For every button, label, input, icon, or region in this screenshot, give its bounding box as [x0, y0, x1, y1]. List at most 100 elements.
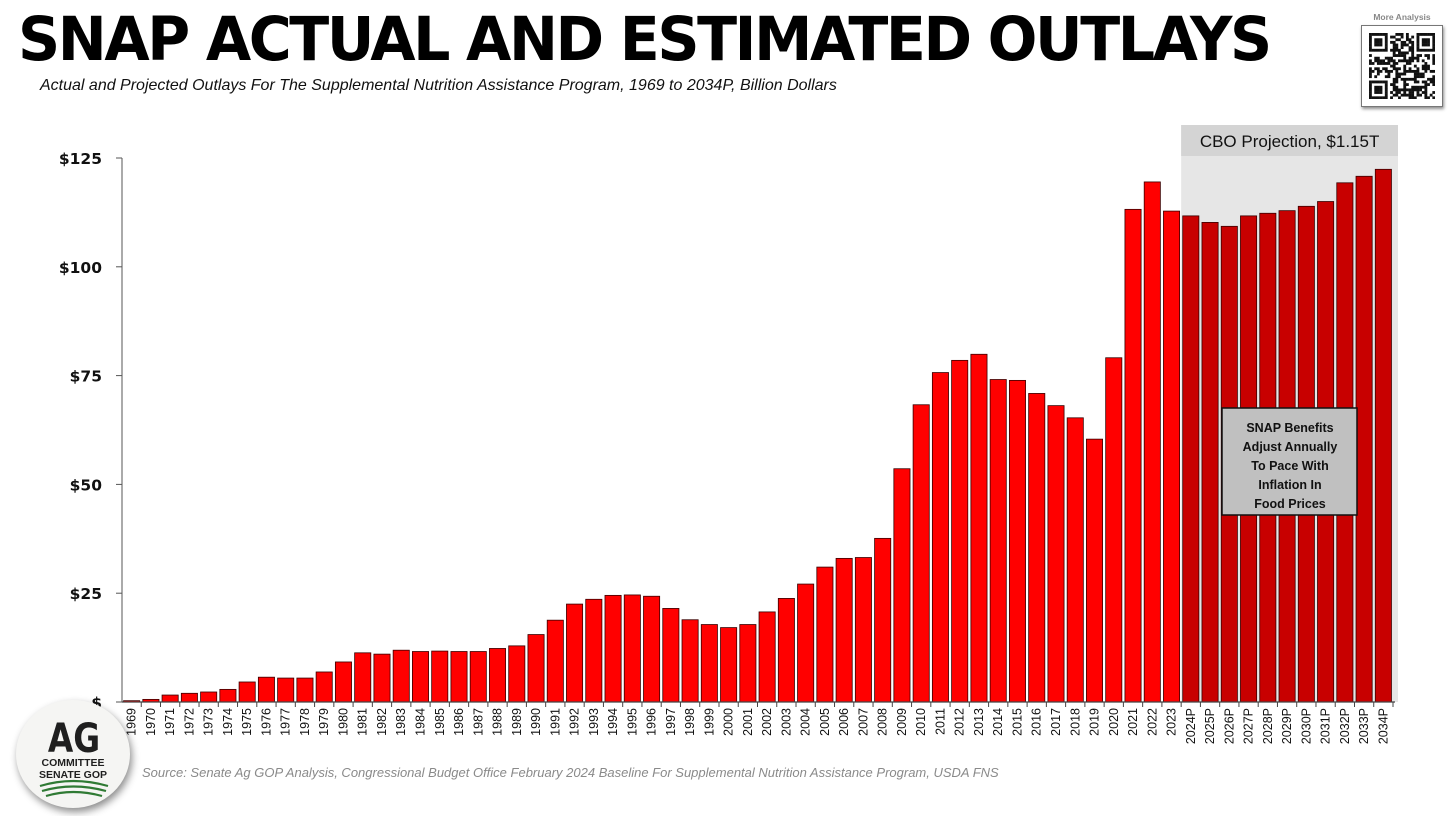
bar-2010 [912, 404, 930, 703]
bar-1985 [431, 650, 449, 703]
x-tick-label: 2023 [1165, 708, 1179, 736]
field-rows-icon [39, 779, 109, 788]
bar-1974 [219, 688, 237, 703]
bar-1982 [373, 653, 391, 703]
x-tick-label: 1986 [452, 708, 466, 736]
x-tick-label: 1997 [664, 708, 678, 736]
bar-1999 [700, 624, 718, 703]
x-tick-label: 1979 [317, 708, 331, 736]
qr-code[interactable] [1361, 25, 1443, 107]
bar-2005 [816, 566, 834, 703]
callout-line: Food Prices [1254, 497, 1326, 511]
x-tick-label: 2010 [914, 708, 928, 736]
callout-line: SNAP Benefits [1246, 421, 1333, 435]
bar-1977 [277, 677, 295, 703]
bar-2021 [1124, 208, 1142, 703]
y-tick-label: $75 [70, 368, 102, 386]
x-tick-label: 2031P [1319, 708, 1333, 744]
bar-1981 [354, 652, 372, 703]
page-title: SNAP ACTUAL AND ESTIMATED OUTLAYS [18, 4, 1272, 75]
projection-label: CBO Projection, $1.15T [1200, 132, 1380, 151]
x-tick-label: 2024P [1184, 708, 1198, 744]
x-tick-label: 2026P [1222, 708, 1236, 744]
field-rows-icon [41, 785, 107, 793]
x-tick-label: 1990 [529, 708, 543, 736]
logo-text: AG [48, 715, 100, 762]
ag-committee-logo: AG COMMITTEE SENATE GOP [16, 700, 130, 808]
x-tick-label: 1971 [163, 708, 177, 736]
x-tick-label: 1988 [491, 708, 505, 736]
x-tick-label: 2029P [1280, 708, 1294, 744]
x-tick-label: 1976 [259, 708, 273, 736]
y-tick-label: $100 [59, 259, 102, 277]
bar-2033P [1355, 175, 1373, 703]
callout-line: To Pace With [1251, 459, 1328, 473]
bar-1973 [200, 691, 218, 703]
x-tick-label: 1972 [182, 708, 196, 736]
bar-2025P [1201, 222, 1219, 703]
y-tick-label: $50 [70, 476, 103, 494]
bar-1991 [546, 619, 564, 703]
x-tick-label: 1973 [202, 708, 216, 736]
bar-1983 [392, 649, 410, 703]
x-tick-label: 1998 [683, 708, 697, 736]
bar-1990 [527, 634, 545, 703]
bar-1988 [489, 648, 507, 703]
x-tick-label: 1984 [413, 708, 427, 736]
bar-1986 [450, 651, 468, 703]
x-tick-label: 2022 [1145, 708, 1159, 736]
bar-2019 [1086, 438, 1103, 703]
bar-1984 [412, 651, 429, 703]
x-tick-label: 1992 [568, 708, 582, 736]
bar-1989 [508, 645, 526, 703]
bar-2004 [797, 583, 815, 703]
x-tick-label: 2012 [953, 708, 967, 736]
x-tick-label: 1996 [645, 708, 659, 736]
x-tick-label: 1987 [471, 708, 485, 736]
x-tick-label: 2020 [1107, 708, 1121, 736]
x-tick-label: 2015 [1010, 708, 1024, 736]
bar-2000 [720, 627, 738, 703]
bar-2016 [1028, 393, 1046, 703]
callout-box [1221, 407, 1358, 516]
x-tick-label: 1969 [125, 708, 139, 736]
bar-2006 [835, 557, 853, 703]
bar-1976 [257, 676, 275, 703]
bar-1994 [604, 594, 622, 703]
bar-2023 [1163, 210, 1181, 703]
bar-1980 [334, 661, 352, 703]
x-tick-label: 2002 [760, 708, 774, 736]
page-subtitle: Actual and Projected Outlays For The Sup… [40, 77, 837, 94]
x-tick-label: 2016 [1030, 708, 1044, 736]
x-tick-label: 2008 [876, 708, 890, 736]
bar-1972 [180, 692, 198, 703]
bar-2012 [951, 359, 969, 703]
bar-1975 [238, 681, 256, 703]
x-tick-label: 1975 [240, 708, 254, 736]
x-tick-label: 2017 [1049, 708, 1063, 736]
x-tick-label: 1980 [336, 708, 350, 736]
bar-2034P [1374, 168, 1392, 703]
x-tick-label: 1983 [394, 708, 408, 736]
x-axis: 1969 1970 1971 1972 1973 1974 1975 1976 1977 1978… [122, 701, 1395, 744]
bar-1993 [585, 598, 603, 703]
x-tick-label: 2032P [1338, 708, 1352, 744]
bar-1992 [566, 603, 584, 703]
bar-2017 [1047, 405, 1065, 703]
x-tick-label: 2028P [1261, 708, 1275, 744]
bar-1998 [681, 619, 699, 703]
x-tick-label: 2007 [856, 708, 870, 736]
x-tick-label: 2000 [722, 708, 736, 736]
logo-text: COMMITTEE [42, 757, 105, 769]
x-tick-label: 1974 [221, 708, 235, 736]
x-tick-label: 2005 [818, 708, 832, 736]
bar-1997 [662, 608, 680, 703]
bar-2022 [1143, 181, 1161, 703]
bar-2018 [1066, 417, 1084, 703]
x-tick-label: 2011 [933, 708, 947, 735]
bar-2020 [1105, 357, 1123, 703]
y-axis: $ $25 $50 $75 $100 $125 [59, 150, 123, 712]
bar-2009 [893, 468, 911, 703]
x-tick-label: 2033P [1357, 708, 1371, 744]
bar-1996 [643, 595, 661, 703]
